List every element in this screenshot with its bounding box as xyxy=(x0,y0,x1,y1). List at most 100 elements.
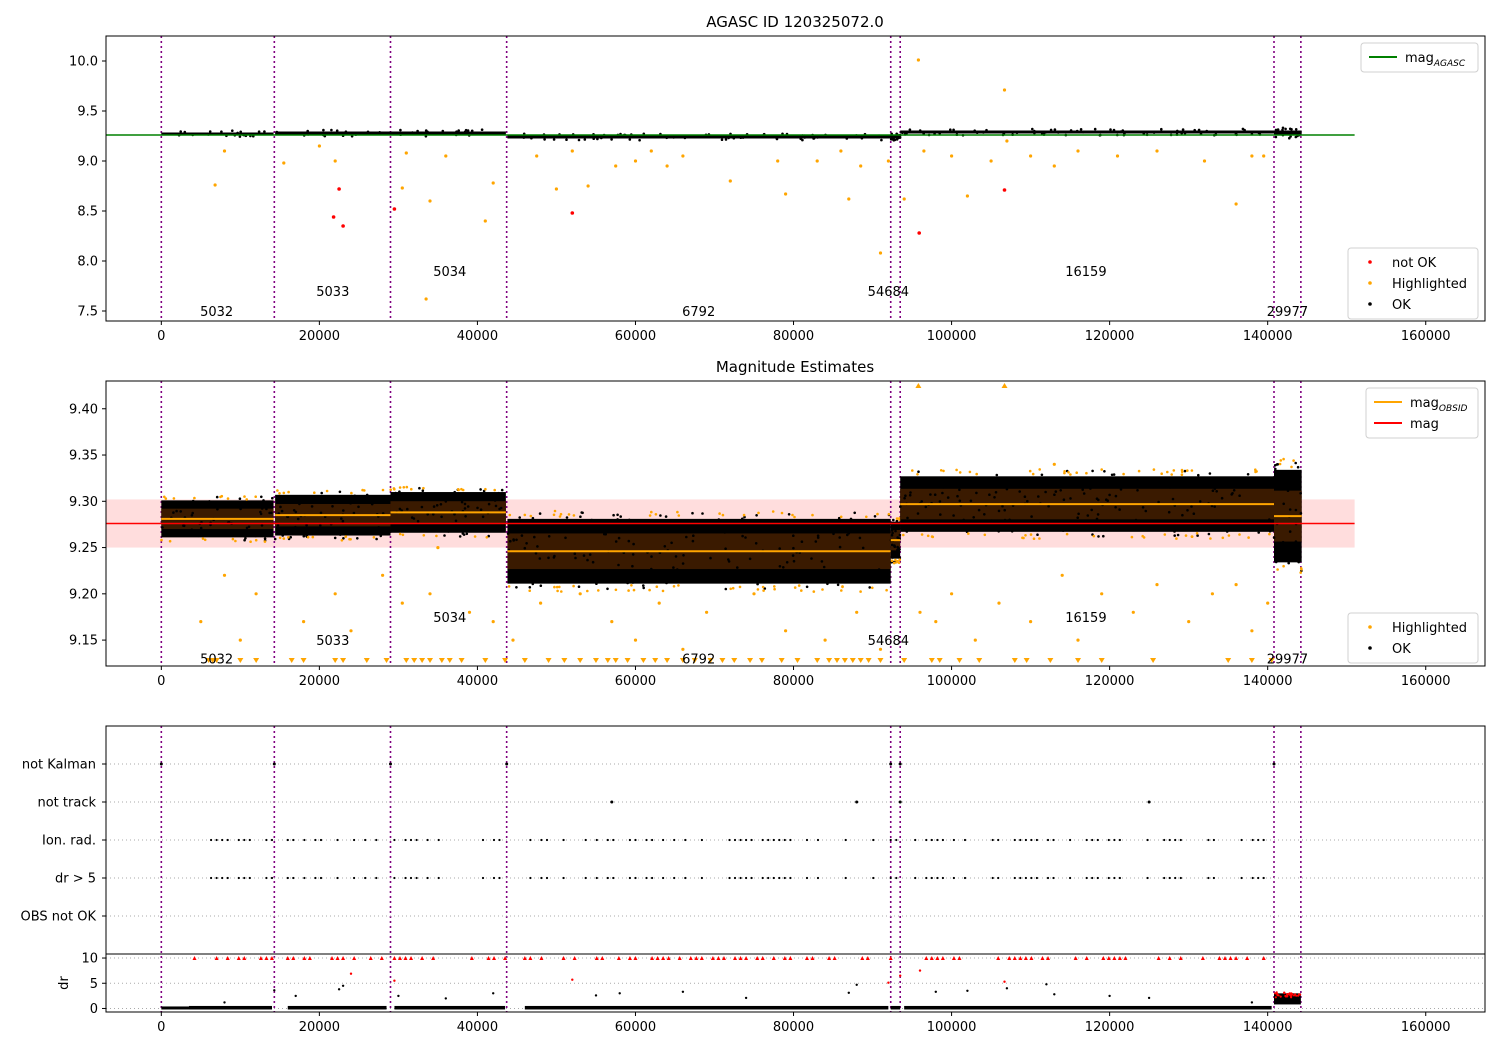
estimates-ok-point xyxy=(1102,524,1105,527)
estimates-ok-point xyxy=(1003,508,1006,512)
agasc-ok-point xyxy=(628,138,632,141)
estimates-highlighted-edge-point xyxy=(839,515,843,519)
dr-red-point xyxy=(1288,992,1291,995)
dr-clipped-marker xyxy=(330,956,335,961)
estimates-ok-point xyxy=(1062,498,1066,502)
estimates-highlighted-edge-point xyxy=(485,536,489,539)
dr-clipped-marker xyxy=(865,956,870,961)
estimates-ok-point xyxy=(1294,544,1298,547)
agasc-ok-point xyxy=(1152,131,1156,134)
estimates-ok-point xyxy=(979,476,983,480)
agasc-ok-point xyxy=(1294,135,1298,139)
estimates-ok-point xyxy=(969,528,972,532)
estimates-xtick-label: 100000 xyxy=(927,674,977,689)
estimates-highlighted-edge-point xyxy=(1085,471,1088,475)
estimates-ok-point xyxy=(741,517,744,521)
estimates-ok-point xyxy=(602,524,605,527)
estimates-ok-point xyxy=(349,501,352,505)
estimates-ok-point xyxy=(1100,479,1104,482)
ion-rad-point xyxy=(1096,838,1099,842)
estimates-ok-point xyxy=(453,512,456,516)
estimates-ok-point xyxy=(435,504,439,507)
dr-gt-5-point xyxy=(540,876,543,880)
estimates-highlighted-edge-point xyxy=(254,495,257,499)
estimates-highlighted-point xyxy=(578,592,582,596)
dr-outlier-point xyxy=(744,996,748,1000)
not-kalman-point xyxy=(272,762,276,766)
estimates-highlighted-edge-point xyxy=(1163,533,1167,536)
estimates-highlighted-edge-point xyxy=(958,471,962,474)
estimates-highlighted-point xyxy=(934,620,938,624)
estimates-highlighted-edge-point xyxy=(1290,465,1293,469)
estimates-ok-point xyxy=(853,511,856,515)
estimates-ok-point xyxy=(493,499,497,502)
estimates-ok-point xyxy=(792,546,795,550)
ion-rad-point xyxy=(481,838,485,842)
dr-clipped-marker xyxy=(1234,956,1239,961)
agasc-ytick-label: 8.5 xyxy=(77,205,98,220)
estimates-below-range-marker xyxy=(209,658,216,663)
estimates-below-range-marker xyxy=(1011,658,1018,663)
estimates-ytick-label: 9.40 xyxy=(69,402,98,417)
agasc-ok-point xyxy=(785,135,788,139)
estimates-highlighted-edge-point xyxy=(282,537,286,540)
dr-gt-5-point xyxy=(645,876,648,880)
estimates-ok-point xyxy=(1134,518,1138,522)
estimates-ok-point xyxy=(724,587,728,591)
dr-gt-5-point xyxy=(1085,876,1088,880)
estimates-highlighted-edge-point xyxy=(791,513,794,517)
agasc-ok-point xyxy=(938,132,941,135)
estimates-ok-point xyxy=(586,558,589,562)
estimates-highlighted-edge-point xyxy=(1172,469,1176,472)
agasc-not-ok-point xyxy=(331,215,336,219)
ion-rad-point xyxy=(952,838,956,842)
dr-gt-5-point xyxy=(844,876,847,880)
estimates-ok-point xyxy=(1294,508,1298,512)
agasc-ok-point xyxy=(1109,128,1112,131)
estimates-highlighted-edge-point xyxy=(243,495,246,498)
dr-gt-5-point xyxy=(215,876,218,880)
estimates-ok-point xyxy=(1197,473,1200,477)
agasc-highlighted-point xyxy=(570,149,574,153)
estimates-ok-point xyxy=(1183,469,1187,473)
agasc-ok-point xyxy=(806,135,810,139)
dr-outlier-point xyxy=(492,992,495,995)
estimates-highlighted-edge-point xyxy=(405,485,409,489)
estimates-ok-point xyxy=(920,500,923,503)
estimates-highlighted-edge-point xyxy=(841,585,844,588)
dr-gt-5-point xyxy=(265,876,268,880)
ion-rad-point xyxy=(844,838,847,842)
dr-gt-5-point xyxy=(437,876,440,880)
estimates-ok-point xyxy=(465,532,469,536)
estimates-ok-point xyxy=(1167,510,1171,514)
estimates-xtick-label: 160000 xyxy=(1401,674,1451,689)
dr-clipped-marker xyxy=(242,956,247,961)
flags-row-label: OBS not OK xyxy=(21,910,97,925)
estimates-ok-point xyxy=(1095,517,1099,521)
estimates-ok-point xyxy=(320,491,324,495)
dr-gt-5-point xyxy=(889,876,892,880)
agasc-obsid-label: 29977 xyxy=(1267,305,1308,320)
estimates-highlighted-edge-point xyxy=(344,535,348,538)
estimates-ok-point xyxy=(479,508,483,512)
estimates-highlighted-edge-point xyxy=(572,514,576,517)
estimates-highlighted-edge-point xyxy=(930,535,934,538)
estimates-below-range-marker xyxy=(794,658,801,663)
dr-gt-5-point xyxy=(529,876,532,880)
estimates-ok-point xyxy=(855,526,859,530)
estimates-highlighted-edge-point xyxy=(614,588,618,592)
estimates-ok-point xyxy=(289,535,293,539)
estimates-ok-point xyxy=(1035,484,1039,488)
estimates-ok-point xyxy=(1257,531,1260,534)
agasc-highlighted-point xyxy=(1202,159,1207,163)
dr-clipped-marker xyxy=(688,956,693,961)
agasc-ok-point xyxy=(325,131,329,135)
agasc-ok-point xyxy=(335,129,339,132)
dr-clipped-marker xyxy=(341,956,346,961)
estimates-highlighted-point xyxy=(467,610,472,614)
estimates-ok-point xyxy=(612,513,615,517)
estimates-highlighted-edge-point xyxy=(287,536,290,539)
agasc-ok-point xyxy=(1180,132,1183,135)
agasc-ok-point xyxy=(480,128,484,131)
agasc-highlighted-point xyxy=(404,151,408,155)
